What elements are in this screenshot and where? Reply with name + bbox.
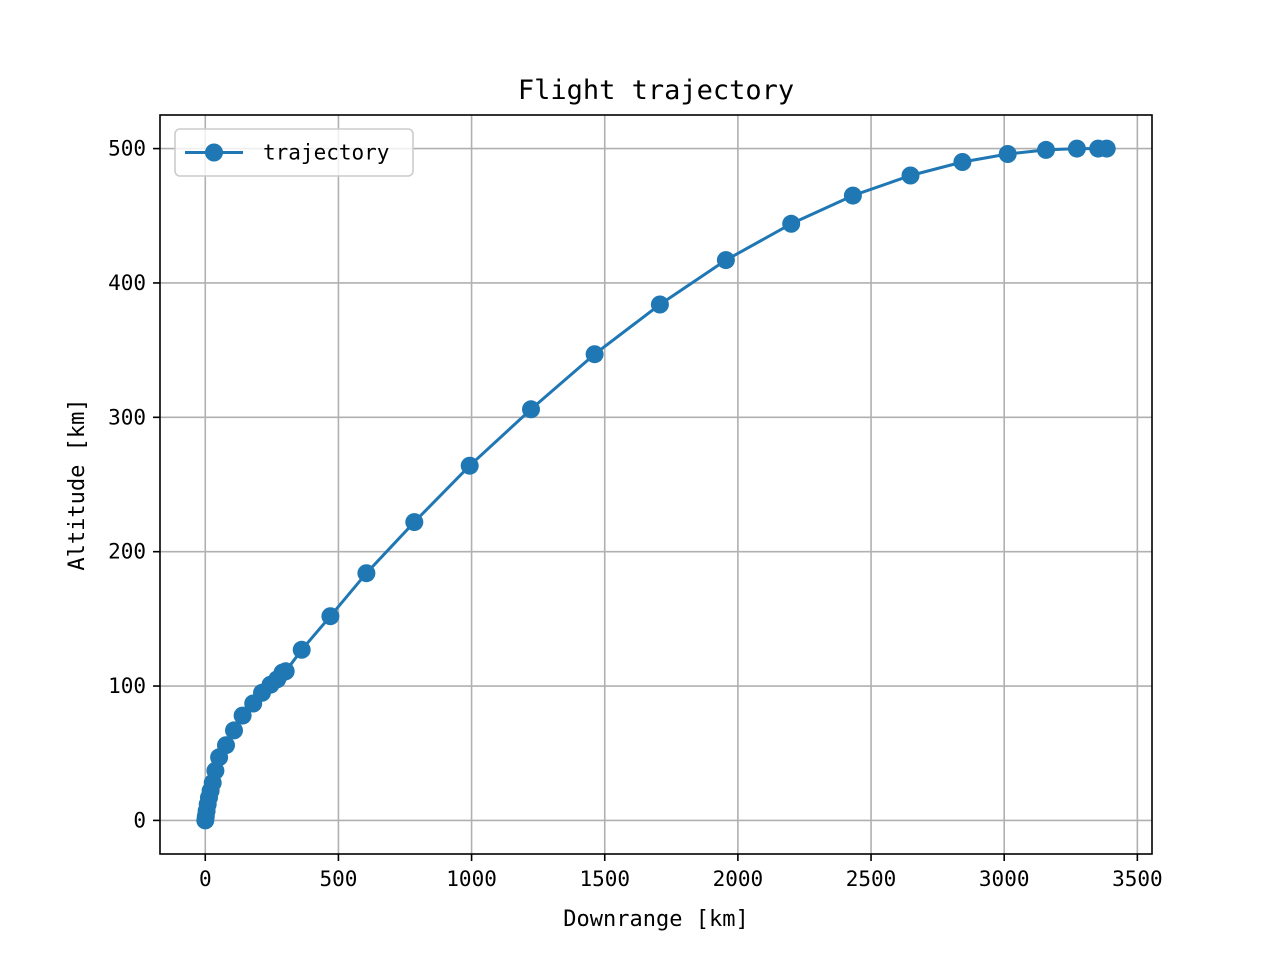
x-tick-label: 3500 [1112, 867, 1163, 891]
data-point [1097, 139, 1116, 158]
y-tick-label: 100 [108, 674, 146, 698]
y-tick-label: 0 [133, 808, 146, 832]
data-point [716, 251, 735, 270]
data-point [405, 513, 424, 532]
data-point [782, 214, 801, 233]
data-point [901, 166, 920, 185]
x-tick-label: 2000 [713, 867, 764, 891]
data-point [1067, 139, 1086, 158]
y-tick-label: 200 [108, 540, 146, 564]
x-tick-label: 0 [199, 867, 212, 891]
legend-label: trajectory [263, 141, 389, 165]
x-axis-label: Downrange [km] [563, 907, 748, 932]
data-point [225, 721, 243, 740]
x-tick-label: 3000 [979, 867, 1030, 891]
legend-marker-swatch [205, 143, 223, 162]
grid [160, 115, 1152, 854]
data-point [233, 706, 252, 725]
legend-box [174, 128, 414, 177]
y-tick-label: 300 [108, 405, 146, 429]
data-point [953, 153, 972, 171]
plot-frame [159, 114, 1153, 855]
x-tick-label: 1500 [579, 867, 630, 891]
data-point [585, 345, 604, 364]
data-point [460, 456, 479, 475]
legend: trajectory [174, 128, 414, 177]
x-tick-label: 500 [319, 867, 357, 891]
data-point [998, 145, 1017, 163]
y-tick-label: 500 [108, 137, 146, 161]
x-tick-label: 1000 [446, 867, 497, 891]
data-point [650, 295, 669, 314]
data-point [217, 736, 235, 755]
data-point [276, 662, 295, 681]
data-point [292, 640, 311, 659]
y-axis-label: Altitude [km] [65, 398, 90, 570]
axis-ticks: 0 500 1000 1500 2000 2500 3000 3500 0 100 200 300 40… [108, 137, 1163, 891]
chart-title: Flight trajectory [518, 75, 794, 106]
data-point [1037, 140, 1055, 159]
x-tick-label: 2500 [846, 867, 897, 891]
data-point [357, 564, 376, 583]
series-layer [196, 139, 1116, 830]
y-tick-label: 400 [108, 271, 146, 295]
data-point [843, 186, 862, 205]
data-point [522, 400, 540, 419]
data-point [321, 607, 340, 626]
